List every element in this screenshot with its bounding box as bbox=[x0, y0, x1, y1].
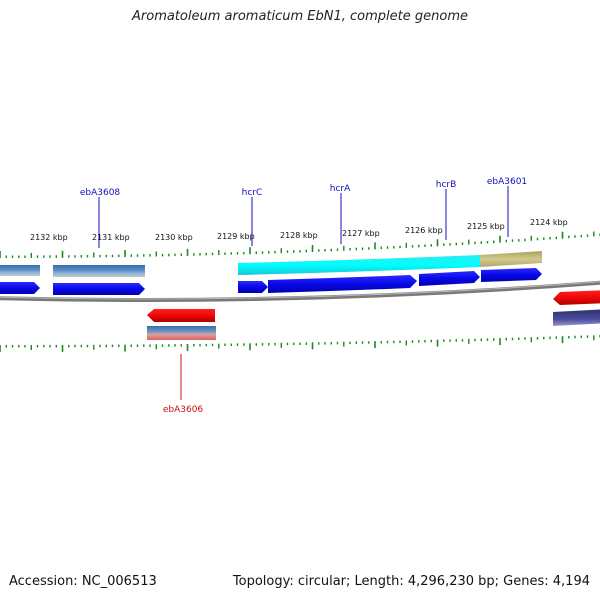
gene-label-hcrB[interactable]: hcrB bbox=[436, 180, 457, 190]
cds-arrow-hcrA[interactable] bbox=[268, 275, 417, 293]
scale-label-2124: 2124 kbp bbox=[530, 218, 568, 227]
genome-backbone bbox=[0, 280, 600, 302]
scale-label-2125: 2125 kbp bbox=[467, 222, 505, 231]
cds-arrow-right-edge[interactable] bbox=[553, 290, 600, 305]
feature-hcr-region[interactable] bbox=[238, 255, 480, 275]
reverse-feature-track bbox=[147, 309, 600, 340]
forward-feature-track bbox=[0, 251, 542, 277]
feature-ebA3608-region[interactable] bbox=[53, 265, 145, 277]
gene-label-ebA3608[interactable]: ebA3608 bbox=[80, 188, 121, 198]
scale-label-2128: 2128 kbp bbox=[280, 231, 318, 240]
gene-label-hcrC[interactable]: hcrC bbox=[242, 188, 263, 198]
scale-label-2131: 2131 kbp bbox=[92, 233, 130, 242]
reverse-tick-row bbox=[0, 335, 600, 352]
scale-label-2130: 2130 kbp bbox=[155, 233, 193, 242]
gene-label-ebA3601[interactable]: ebA3601 bbox=[487, 177, 527, 187]
feature-ebA3601-region[interactable] bbox=[480, 251, 542, 267]
reverse-cds-track bbox=[147, 290, 600, 322]
accession-label: Accession: NC_006513 bbox=[9, 574, 157, 589]
cds-arrow-ebA3608[interactable] bbox=[53, 283, 145, 295]
feature-right-edge-region[interactable] bbox=[553, 309, 600, 326]
gene-label-ebA3606[interactable]: ebA3606 bbox=[163, 405, 204, 415]
gene-label-lines bbox=[98, 186, 509, 400]
cds-arrow-ebA3601[interactable] bbox=[481, 268, 542, 282]
scale-labels: 2132 kbp 2131 kbp 2130 kbp 2129 kbp 2128… bbox=[30, 218, 568, 242]
scale-label-2132: 2132 kbp bbox=[30, 233, 68, 242]
feature-ebA3606-region[interactable] bbox=[147, 326, 216, 340]
feature-left-edge[interactable] bbox=[0, 265, 40, 276]
cds-arrow-left-edge[interactable] bbox=[0, 282, 40, 294]
scale-label-2127: 2127 kbp bbox=[342, 229, 380, 238]
cds-arrow-ebA3606[interactable] bbox=[147, 309, 215, 322]
forward-cds-track bbox=[0, 268, 542, 295]
forward-tick-row bbox=[0, 231, 600, 258]
scale-label-2129: 2129 kbp bbox=[217, 232, 255, 241]
cds-arrow-hcrC[interactable] bbox=[238, 281, 268, 293]
gene-label-hcrA[interactable]: hcrA bbox=[330, 184, 351, 194]
cds-arrow-hcrB[interactable] bbox=[419, 271, 480, 286]
genome-backbone-highlight bbox=[0, 281, 600, 300]
genome-summary: Topology: circular; Length: 4,296,230 bp… bbox=[232, 574, 590, 589]
scale-label-2126: 2126 kbp bbox=[405, 226, 443, 235]
genome-title: Aromatoleum aromaticum EbN1, complete ge… bbox=[132, 9, 468, 24]
gene-labels: ebA3608 hcrC hcrA hcrB ebA3601 ebA3606 bbox=[80, 177, 527, 415]
